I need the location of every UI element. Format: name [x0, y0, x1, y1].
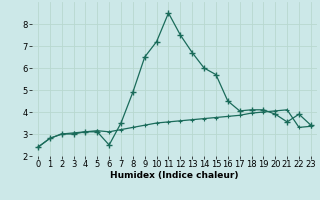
X-axis label: Humidex (Indice chaleur): Humidex (Indice chaleur): [110, 171, 239, 180]
